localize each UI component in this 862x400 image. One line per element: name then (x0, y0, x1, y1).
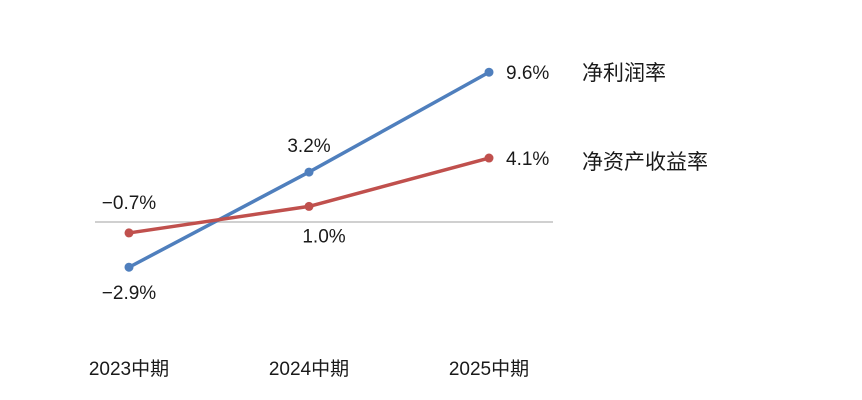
series-2: −0.7% 1.0% 4.1% (102, 149, 550, 247)
x-tick-label: 2023中期 (89, 358, 169, 380)
data-point (124, 228, 134, 238)
x-tick-label: 2025中期 (449, 358, 529, 380)
data-point (124, 262, 134, 272)
legend-entry: 净利润率 (582, 62, 666, 85)
data-label: −0.7% (102, 193, 157, 214)
legend-entry: 净资产收益率 (582, 151, 708, 174)
data-label: 1.0% (302, 226, 345, 247)
series-layer: −2.9% 3.2% 9.6% −0.7% 1.0% 4.1% (102, 63, 550, 304)
series-1: −2.9% 3.2% 9.6% (102, 63, 550, 304)
data-point (304, 201, 314, 211)
data-label: 3.2% (287, 136, 330, 157)
data-point (484, 153, 494, 163)
x-axis-tick-labels: 2023中期 2024中期 2025中期 (89, 358, 529, 380)
data-label: 9.6% (506, 63, 549, 84)
data-label: −2.9% (102, 283, 157, 304)
x-tick-label: 2024中期 (269, 358, 349, 380)
data-point (304, 167, 314, 177)
data-label: 4.1% (506, 149, 549, 170)
data-point (484, 67, 494, 77)
